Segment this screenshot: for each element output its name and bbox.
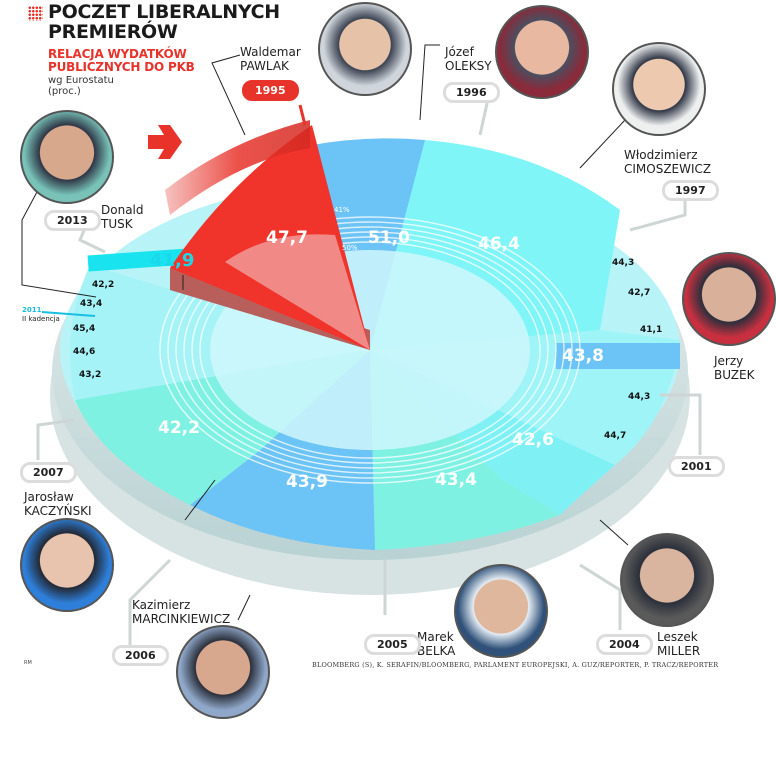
value-2001: 43,8	[562, 346, 604, 366]
page-title: POCZET LIBERALNYCH PREMIERÓW	[48, 1, 280, 43]
value-2004: 42,6	[512, 430, 554, 450]
photo-credits: BLOOMBERG (S), K. SERAFIN/BLOOMBERG, PAR…	[312, 661, 719, 669]
premier-name-kaczynski: Jarosław KACZYŃSKI	[24, 490, 92, 518]
scale-label-outer: 41%	[334, 206, 350, 214]
yearly-value-2011: 43,4	[80, 299, 103, 309]
yearly-value-2012: 42,2	[92, 280, 115, 290]
premier-name-miller: Leszek MILLER	[657, 630, 701, 658]
bar-2013	[87, 248, 189, 272]
premier-name-buzek: Jerzy BUZEK	[714, 354, 755, 382]
year-badge-1996: 1996	[443, 82, 500, 103]
yearly-value-2008: 43,2	[79, 370, 102, 380]
yearly-value-2003: 44,7	[604, 431, 627, 441]
photo-tusk	[20, 110, 114, 204]
premier-name-belka: Marek BELKA	[417, 630, 456, 658]
year-badge-2013: 2013	[44, 210, 101, 231]
photo-miller	[620, 533, 714, 627]
year-badge-2001: 2001	[668, 456, 725, 477]
author-initials: RM	[24, 660, 32, 666]
year-badge-2006: 2006	[112, 645, 169, 666]
value-2013: 41,9	[150, 250, 195, 271]
year-badge-1997: 1997	[662, 180, 719, 201]
scale-label-inner: 50%	[342, 244, 358, 252]
photo-cimoszewicz	[612, 42, 706, 136]
yearly-value-1998: 44,3	[612, 258, 635, 268]
value-2006: 43,9	[286, 472, 328, 492]
term-marker-line	[41, 311, 96, 317]
year-badge-1995: 1995	[242, 80, 299, 101]
year-badge-2004: 2004	[596, 634, 653, 655]
leader-lines	[21, 44, 629, 621]
yearly-value-2002: 44,3	[628, 392, 651, 402]
photo-buzek	[682, 252, 776, 346]
photo-marcinkiewicz	[176, 625, 270, 719]
photo-kaczynski	[20, 518, 114, 612]
photo-belka	[454, 564, 548, 658]
photo-pawlak	[318, 2, 412, 96]
year-badge-2007: 2007	[20, 462, 77, 483]
yearly-value-2000: 41,1	[640, 325, 663, 335]
arrow-right-icon	[148, 125, 182, 159]
yearly-value-1999: 42,7	[628, 288, 651, 298]
red-rim	[165, 120, 310, 215]
value-1995: 47,7	[266, 228, 308, 248]
red-connector	[298, 104, 307, 126]
yearly-value-2009: 44,6	[73, 347, 96, 357]
premier-name-tusk: Donald TUSK	[101, 203, 144, 231]
value-2005: 43,4	[435, 470, 477, 490]
bar-2001	[556, 343, 680, 369]
scale-rings	[159, 216, 581, 484]
value-1996: 51,0	[368, 228, 410, 248]
yearly-value-2010: 45,4	[73, 324, 96, 334]
term-marker-year: 2011	[22, 306, 42, 314]
dotted-square-icon	[28, 6, 43, 21]
premier-name-oleksy: Józef OLEKSY	[445, 45, 492, 73]
photo-oleksy	[495, 5, 589, 99]
value-2007: 42,2	[158, 418, 200, 438]
source-note: wg Eurostatu (proc.)	[48, 75, 114, 97]
premier-name-cimoszewicz: Włodzimierz CIMOSZEWICZ	[624, 148, 712, 176]
chart-subtitle: RELACJA WYDATKÓW PUBLICZNYCH DO PKB	[48, 47, 195, 74]
term-label: II kadencja	[22, 315, 60, 323]
premier-name-marcinkiewicz: Kazimierz MARCINKIEWICZ	[132, 598, 231, 626]
premier-name-pawlak: Waldemar PAWLAK	[240, 45, 301, 73]
red-wedge-inner	[225, 234, 370, 350]
year-badge-2005: 2005	[364, 634, 421, 655]
value-1997: 46,4	[478, 234, 520, 254]
